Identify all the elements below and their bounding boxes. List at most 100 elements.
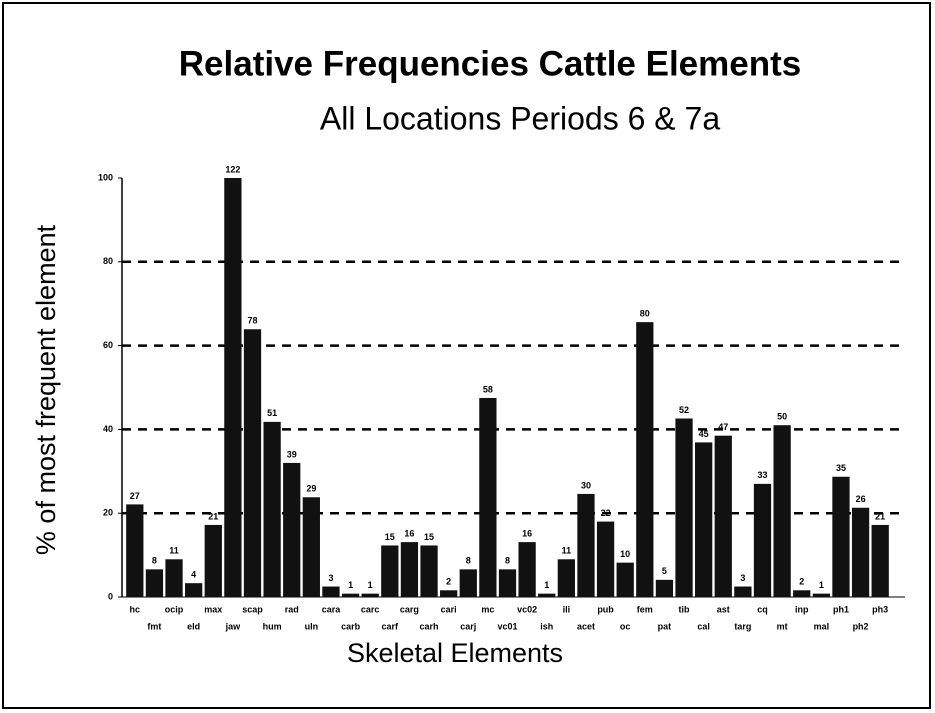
x-tick-label: ast — [717, 604, 730, 614]
bar — [596, 521, 615, 597]
bar — [283, 462, 301, 597]
x-tick-label: carc — [361, 604, 380, 614]
bar — [224, 178, 242, 597]
bar — [302, 497, 320, 597]
x-tick-label: cara — [322, 604, 342, 614]
bar — [498, 569, 517, 597]
count-label: 3 — [328, 573, 333, 583]
y-tick-label: 100 — [98, 172, 113, 182]
count-label: 11 — [562, 546, 572, 556]
x-tick-label: carf — [382, 621, 400, 631]
bar — [753, 483, 772, 597]
count-label: 58 — [483, 384, 493, 394]
bar — [341, 593, 360, 597]
count-label: 30 — [581, 480, 591, 490]
bar — [871, 524, 889, 597]
bar — [165, 559, 183, 597]
x-tick-label: ish — [540, 621, 553, 631]
x-tick-label: inp — [795, 604, 809, 614]
count-label: 78 — [247, 316, 257, 326]
x-tick-label: ocip — [165, 604, 184, 614]
bar — [655, 579, 674, 597]
x-tick-label: carh — [420, 621, 439, 631]
x-tick-label: fem — [637, 604, 653, 614]
count-label: 1 — [544, 580, 549, 590]
count-label: 1 — [819, 580, 824, 590]
count-label: 45 — [699, 429, 709, 439]
y-tick-label: 80 — [103, 256, 113, 266]
bar — [263, 421, 281, 597]
x-tick-label: jaw — [225, 621, 242, 631]
count-label: 39 — [287, 449, 297, 459]
count-label: 15 — [424, 532, 434, 542]
count-label: 16 — [404, 528, 414, 538]
count-label: 1 — [348, 580, 353, 590]
bar — [636, 322, 654, 597]
bar — [361, 593, 379, 597]
count-label: 11 — [169, 546, 179, 556]
x-tick-label: pat — [658, 621, 672, 631]
count-label: 27 — [130, 491, 140, 501]
count-label: 50 — [777, 412, 787, 422]
x-tick-label: vc01 — [497, 621, 517, 631]
x-tick-label: acet — [577, 621, 595, 631]
bar — [479, 397, 497, 597]
bar — [616, 562, 634, 597]
x-tick-label: fmt — [147, 621, 161, 631]
chart-title: Relative Frequencies Cattle Elements — [179, 44, 801, 83]
count-label: 29 — [306, 484, 316, 494]
bar — [812, 593, 830, 597]
count-label: 15 — [385, 532, 395, 542]
y-tick-label: 40 — [103, 424, 113, 434]
bar — [243, 329, 262, 597]
bar — [440, 590, 458, 597]
count-label: 8 — [505, 556, 510, 566]
count-label: 1 — [368, 580, 373, 590]
count-label: 21 — [208, 511, 218, 521]
x-tick-label: vc02 — [517, 604, 537, 614]
chart-subtitle: All Locations Periods 6 & 7a — [320, 100, 720, 136]
count-label: 8 — [466, 556, 471, 566]
bar — [851, 507, 870, 597]
x-tick-label: scap — [242, 604, 263, 614]
x-tick-label: ph1 — [833, 604, 849, 614]
x-tick-label: pub — [597, 604, 614, 614]
x-tick-label: mc — [481, 604, 494, 614]
count-label: 4 — [191, 570, 196, 580]
count-label: 51 — [267, 408, 277, 418]
count-label: 26 — [856, 494, 866, 504]
x-tick-label: carg — [400, 604, 419, 614]
x-tick-label: carb — [341, 621, 361, 631]
y-tick-label: 60 — [103, 340, 113, 350]
x-tick-label: ili — [563, 604, 571, 614]
bar — [400, 542, 419, 597]
bar — [459, 569, 477, 597]
count-label: 5 — [662, 566, 667, 576]
x-tick-label: tib — [679, 604, 690, 614]
count-label: 35 — [836, 463, 846, 473]
count-label: 80 — [640, 309, 650, 319]
count-label: 47 — [718, 422, 728, 432]
bar — [675, 418, 693, 597]
x-tick-label: rad — [285, 604, 299, 614]
bar — [695, 442, 713, 597]
x-tick-label: hum — [263, 621, 282, 631]
y-tick-label: 20 — [103, 508, 113, 518]
x-tick-label: uln — [305, 621, 319, 631]
x-tick-label: cal — [697, 621, 710, 631]
count-label: 16 — [522, 528, 532, 538]
x-tick-label: mt — [777, 621, 788, 631]
bar — [832, 476, 850, 597]
x-tick-label: ph3 — [872, 604, 888, 614]
bar — [145, 569, 164, 597]
bar — [714, 435, 732, 597]
x-axis-title: Skeletal Elements — [347, 638, 563, 668]
x-tick-label: oc — [620, 621, 631, 631]
bar — [420, 545, 438, 597]
y-axis-title: % of most frequent element — [31, 224, 61, 555]
count-label: 52 — [679, 405, 689, 415]
bar — [577, 493, 595, 597]
count-label: 22 — [601, 508, 611, 518]
